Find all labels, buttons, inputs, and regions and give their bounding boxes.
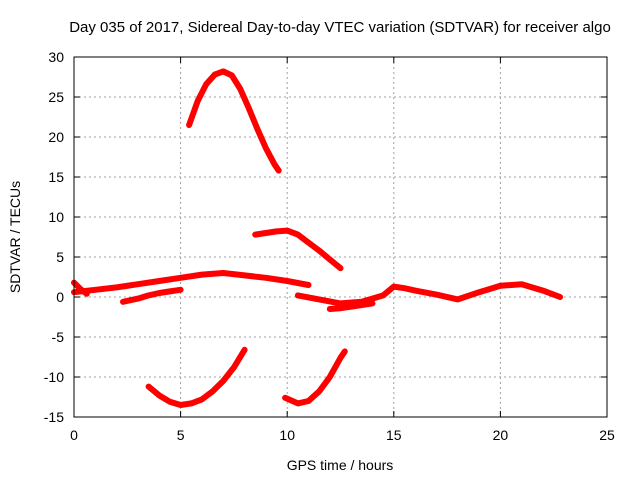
x-axis-label: GPS time / hours bbox=[287, 457, 394, 473]
y-tick-label: 15 bbox=[48, 169, 64, 185]
grid bbox=[74, 57, 607, 417]
series-band-3 bbox=[294, 281, 564, 307]
y-tick-label: 20 bbox=[48, 129, 64, 145]
x-tick-label: 5 bbox=[177, 427, 185, 443]
chart-title: Day 035 of 2017, Sidereal Day-to-day VTE… bbox=[69, 19, 611, 36]
plot-frame bbox=[73, 56, 608, 418]
series-arc-mid bbox=[252, 227, 344, 272]
x-tick-label: 15 bbox=[386, 427, 402, 443]
series-band-4 bbox=[326, 300, 376, 312]
series-layer bbox=[71, 68, 564, 408]
x-tick-label: 10 bbox=[279, 427, 295, 443]
ticks bbox=[73, 56, 608, 418]
y-tick-label: 25 bbox=[48, 89, 64, 105]
x-tick-label: 25 bbox=[599, 427, 615, 443]
series-arc-low-b bbox=[282, 348, 348, 407]
y-axis-label: SDTVAR / TECUs bbox=[7, 181, 23, 293]
y-tick-label: 10 bbox=[48, 209, 64, 225]
y-tick-label: -10 bbox=[44, 369, 64, 385]
y-tick-label: 5 bbox=[56, 249, 64, 265]
y-tick-label: 0 bbox=[56, 289, 64, 305]
tick-labels: 0 5 10 15 20 25 -15 -10 -5 0 5 10 15 20 25 30 bbox=[44, 49, 615, 443]
x-tick-label: 20 bbox=[493, 427, 509, 443]
series-band-2 bbox=[120, 286, 184, 305]
x-tick-label: 0 bbox=[70, 427, 78, 443]
series-arc-low-a bbox=[145, 346, 248, 408]
y-tick-label: 30 bbox=[48, 49, 64, 65]
y-tick-label: -5 bbox=[52, 329, 65, 345]
series-band-5 bbox=[71, 279, 90, 297]
series-band-1 bbox=[71, 270, 312, 296]
y-tick-label: -15 bbox=[44, 409, 64, 425]
series-arc-high bbox=[186, 68, 282, 174]
